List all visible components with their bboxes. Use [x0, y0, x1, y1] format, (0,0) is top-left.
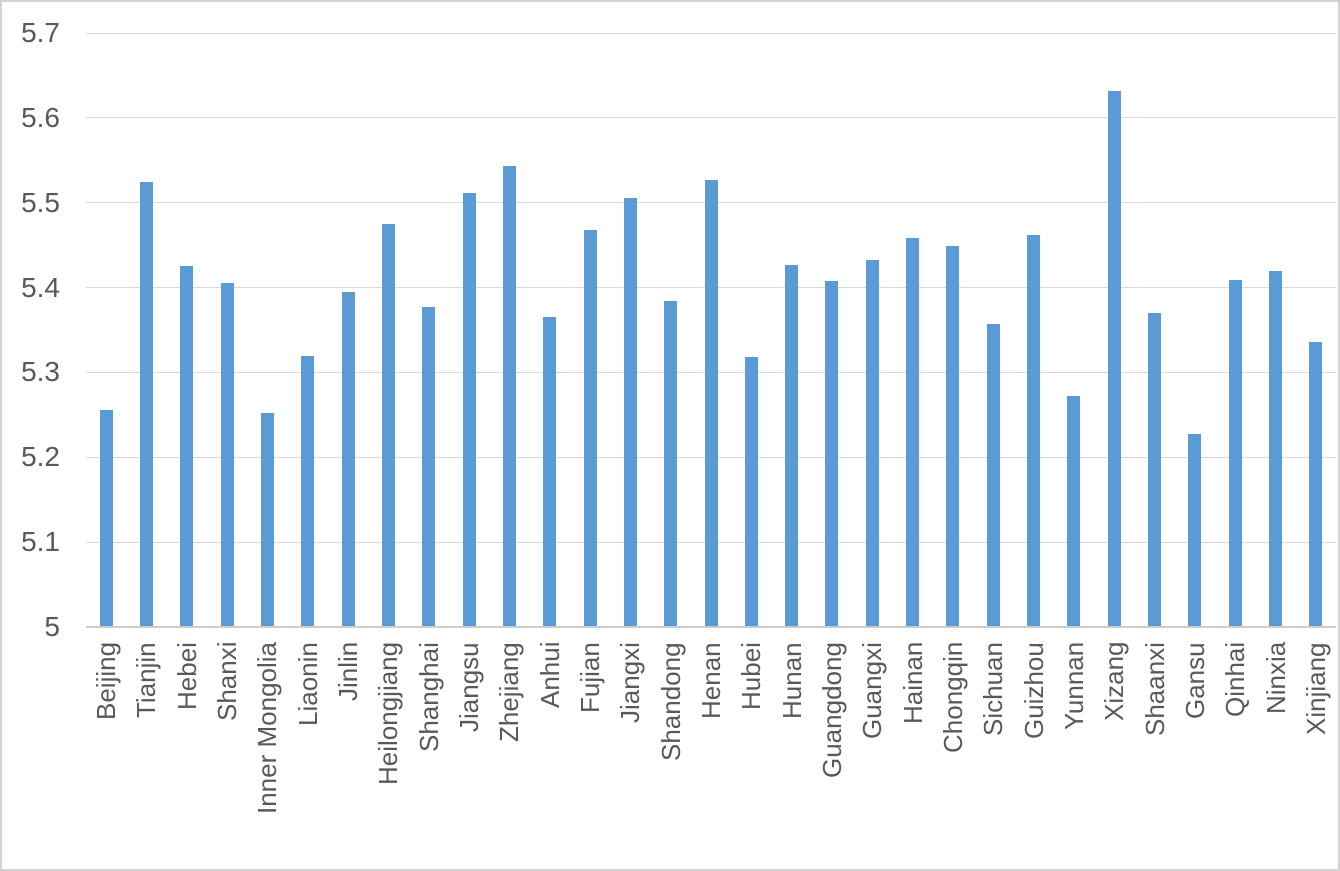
- bar: [1027, 234, 1041, 626]
- bar: [825, 280, 839, 626]
- bar: [1148, 313, 1162, 626]
- x-tick-label: Jiangxi: [615, 642, 646, 723]
- bar: [260, 413, 274, 626]
- bar: [744, 357, 758, 626]
- x-tick-label: Ninxia: [1260, 642, 1291, 715]
- y-tick-label: 5.2: [21, 441, 60, 473]
- x-tick-label: Hainan: [897, 642, 928, 725]
- x-tick-label: Fujian: [575, 642, 606, 713]
- bar: [1067, 396, 1081, 626]
- bar: [1228, 279, 1242, 626]
- bar: [664, 301, 678, 626]
- y-tick-label: 5.5: [21, 186, 60, 218]
- x-tick-label: Gansu: [1179, 642, 1210, 719]
- x-tick-label: Chongqin: [937, 642, 968, 754]
- x-tick-label: Inner Mongolia: [252, 642, 283, 814]
- y-gridline: [86, 117, 1336, 119]
- bar: [1309, 341, 1323, 626]
- bar: [623, 197, 637, 626]
- x-tick-label: Jinlin: [333, 642, 364, 702]
- bar: [865, 260, 879, 626]
- y-tick-label: 5: [44, 611, 60, 642]
- y-tick-label: 5.4: [21, 271, 60, 303]
- bar: [99, 409, 113, 626]
- x-tick-label: Hunan: [776, 642, 807, 719]
- bar: [502, 166, 516, 626]
- x-tick-label: Guizhou: [1018, 642, 1049, 739]
- bar: [180, 265, 194, 626]
- x-tick-label: Yunnan: [1058, 642, 1089, 731]
- bar: [906, 238, 920, 626]
- bar: [301, 356, 315, 626]
- x-tick-label: Tianjin: [131, 642, 162, 718]
- x-axis-line: [86, 626, 1336, 628]
- x-tick-label: Guangxi: [857, 642, 888, 739]
- bar: [462, 192, 476, 626]
- bar: [986, 324, 1000, 626]
- bar: [1269, 271, 1283, 626]
- bar: [1107, 90, 1121, 626]
- x-tick-label: Guangdong: [816, 642, 847, 778]
- bar: [785, 264, 799, 626]
- y-tick-label: 5.3: [21, 356, 60, 388]
- bar: [422, 307, 436, 626]
- bar: [341, 291, 355, 626]
- x-tick-label: Beijing: [91, 642, 122, 721]
- bar: [704, 179, 718, 626]
- x-tick-label: Shanxi: [212, 642, 243, 722]
- x-tick-label: Hubei: [736, 642, 767, 710]
- y-tick-label: 5.7: [21, 17, 60, 48]
- x-tick-label: Jiangsu: [454, 642, 485, 732]
- bar: [583, 229, 597, 626]
- x-tick-label: Anhui: [534, 642, 565, 709]
- bar: [220, 283, 234, 626]
- x-tick-label: Qinhai: [1220, 642, 1251, 718]
- x-tick-label: Hebei: [171, 642, 202, 710]
- x-tick-label: Sichuan: [978, 642, 1009, 736]
- x-tick-label: Shanghai: [413, 642, 444, 752]
- y-tick-label: 5.6: [21, 101, 60, 133]
- x-tick-label: Shaanxi: [1139, 642, 1170, 736]
- x-tick-label: Shandong: [655, 642, 686, 761]
- bar: [946, 245, 960, 626]
- x-tick-label: Henan: [696, 642, 726, 719]
- bar: [139, 181, 153, 626]
- bar: [381, 223, 395, 626]
- x-tick-label: Liaonin: [292, 642, 323, 726]
- x-tick-label: Heilongjiang: [373, 642, 404, 786]
- x-tick-label: Zhejiang: [494, 642, 525, 742]
- y-gridline: [86, 32, 1336, 34]
- x-tick-label: Xizang: [1099, 642, 1130, 722]
- bar: [1188, 434, 1202, 626]
- y-tick-label: 5.1: [21, 526, 60, 558]
- bar: [543, 317, 557, 626]
- x-tick-label: Xinjiang: [1300, 642, 1331, 735]
